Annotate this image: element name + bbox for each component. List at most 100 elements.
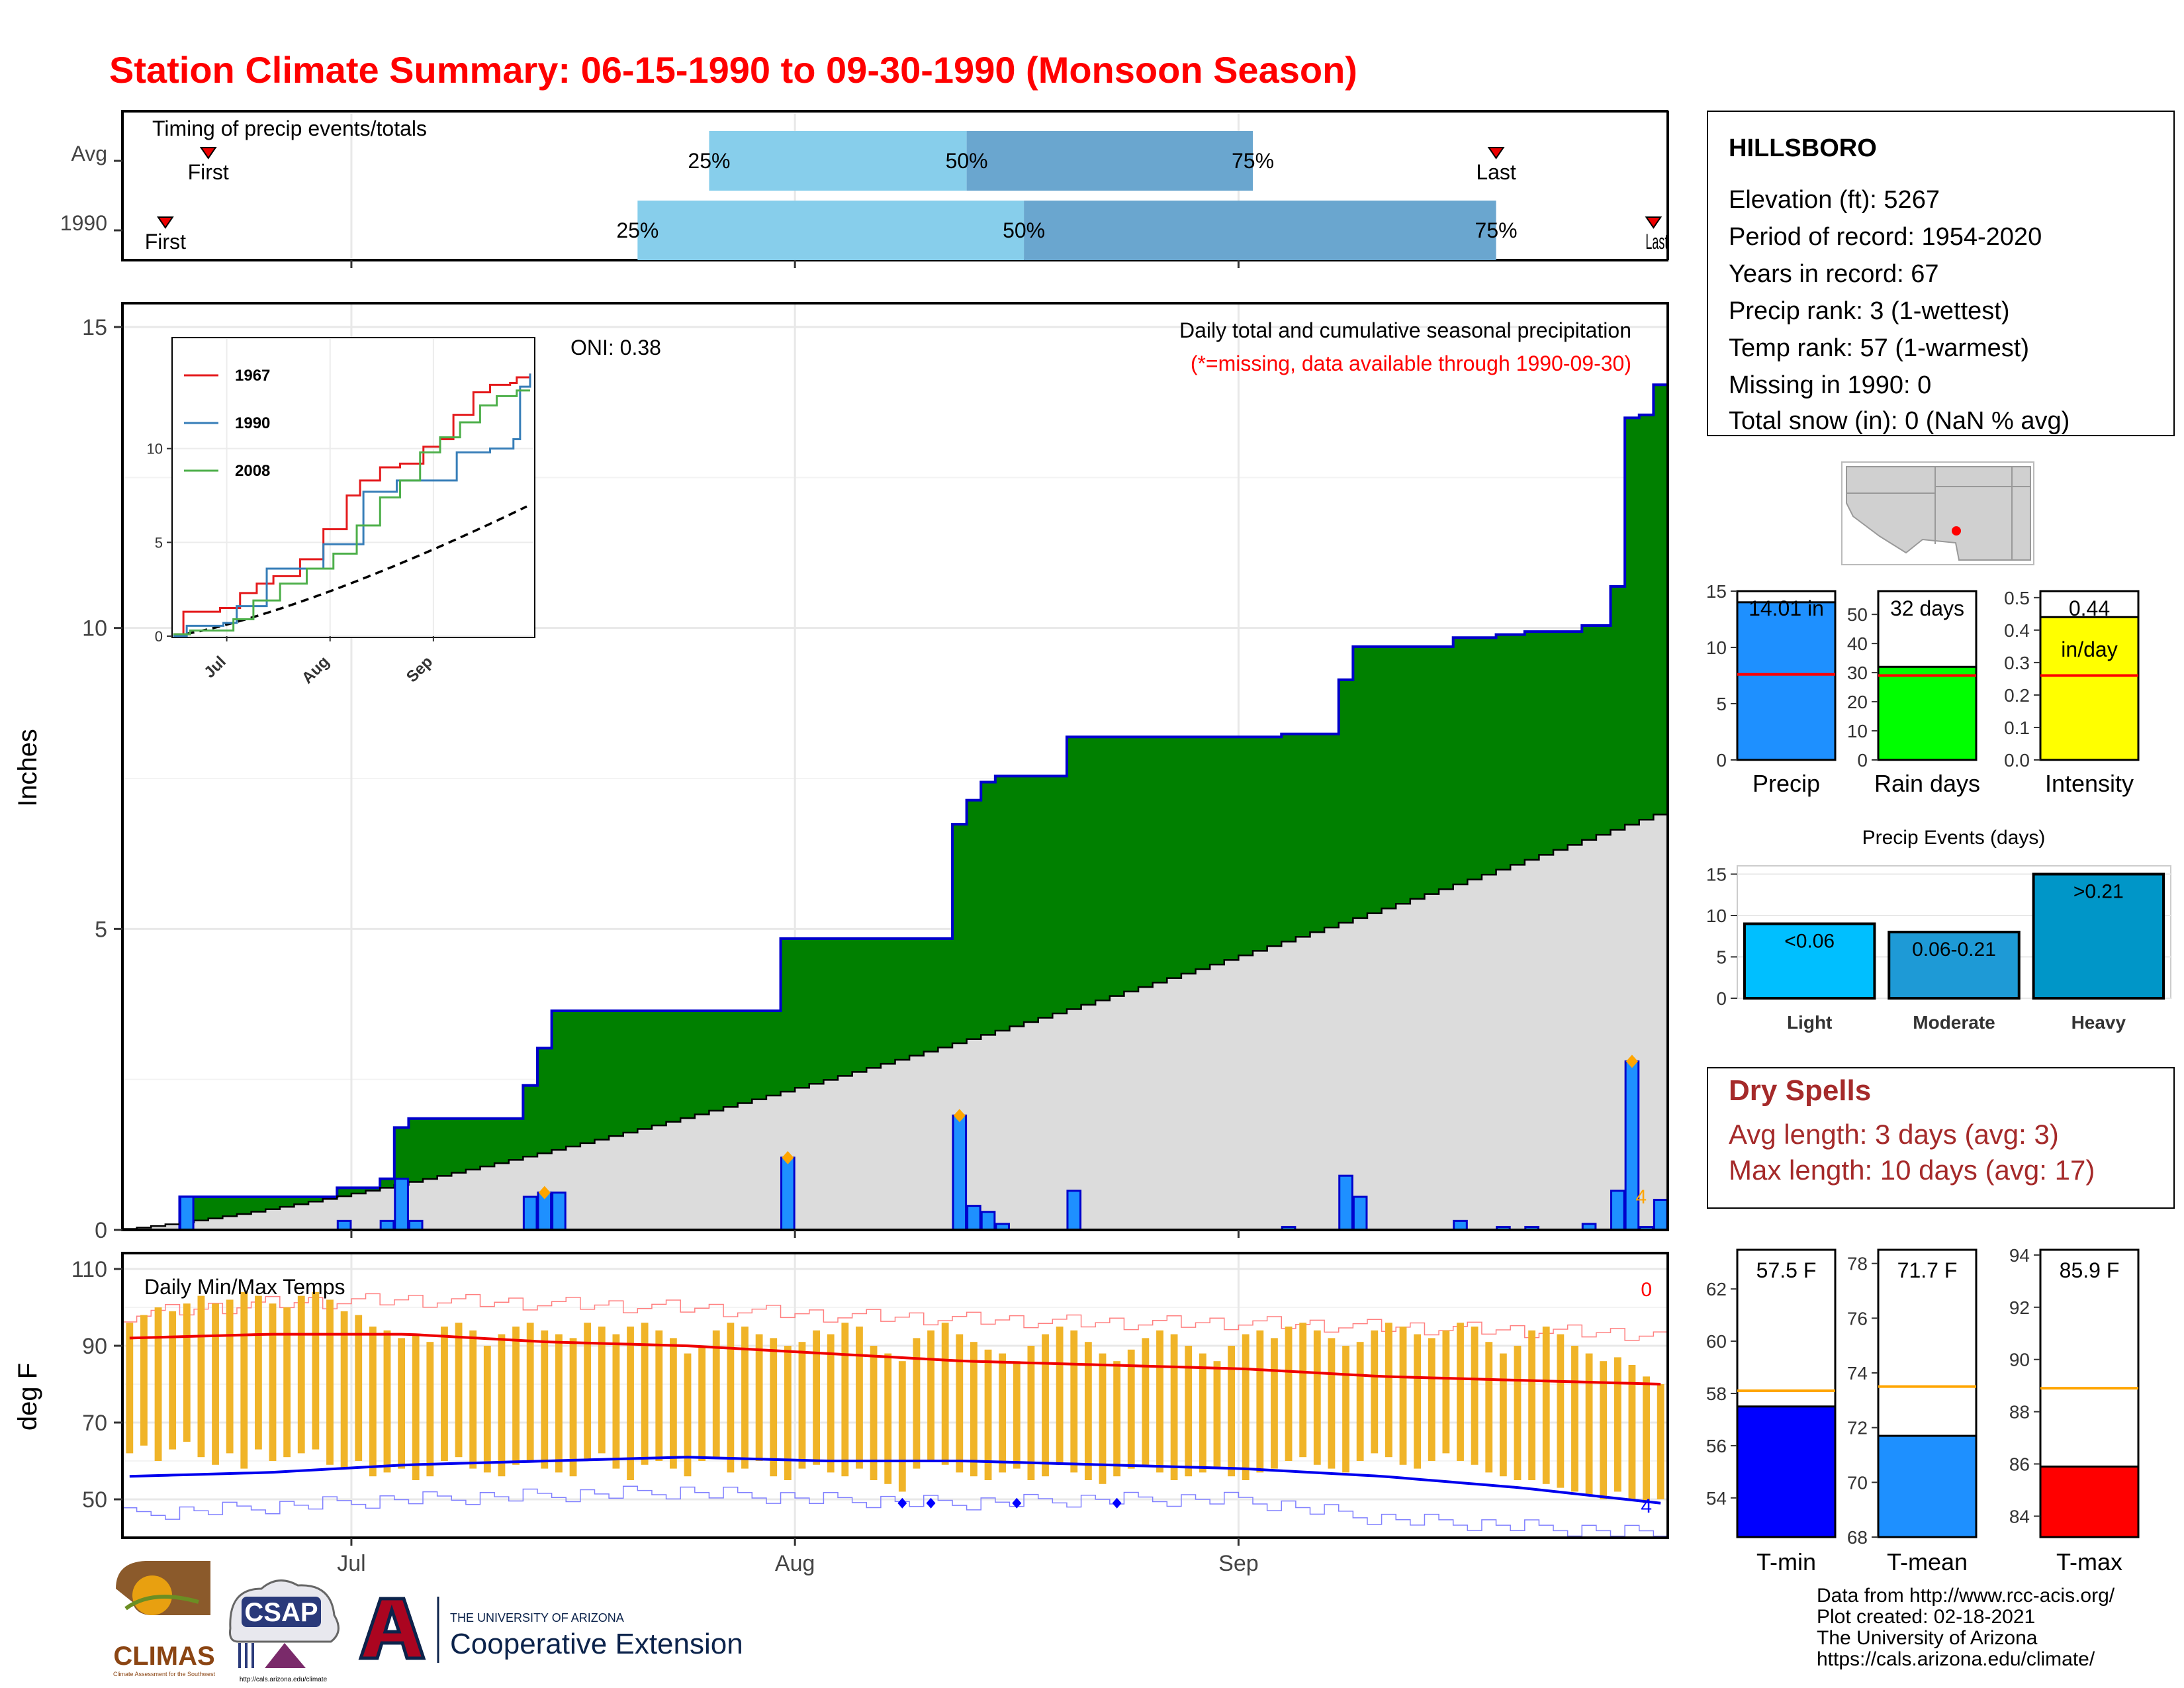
timing-bar-25-50 — [709, 131, 967, 191]
csap-logo: CSAP http://cals.arizona.edu/climate — [229, 1579, 340, 1683]
daily-temp-range-bar — [1084, 1342, 1092, 1480]
daily-temp-range-bar — [512, 1327, 520, 1465]
record-low-marker-icon — [897, 1497, 907, 1509]
temp-panel-background — [122, 1253, 1668, 1538]
info-line: Temp rank: 57 (1-warmest) — [1729, 334, 2029, 362]
summary-bar-t-min: 54 56 58 60 62 57.5 F T-min — [1706, 1248, 1837, 1575]
daily-temp-range-bar — [898, 1361, 906, 1492]
ua-a-logo-icon — [358, 1597, 426, 1660]
summary-bar-ytick-label: 70 — [1847, 1472, 1868, 1493]
daily-temp-range-bar — [1557, 1334, 1565, 1488]
daily-temp-range-bar — [684, 1353, 692, 1477]
daily-temp-range-bar — [1199, 1353, 1206, 1473]
daily-temp-range-bar — [612, 1334, 620, 1469]
daily-temp-range-bar — [1371, 1330, 1379, 1454]
inset-ytick-label: 0 — [155, 628, 163, 645]
daily-temp-range-bar — [1271, 1338, 1278, 1469]
summary-bar-ytick-label: 0.0 — [2004, 750, 2030, 771]
events-category-label: Heavy — [2071, 1012, 2126, 1033]
daily-temp-range-bar — [1027, 1346, 1035, 1480]
daily-temp-range-bar — [798, 1342, 806, 1469]
daily-temp-range-bar — [1042, 1334, 1049, 1477]
footer-credits: Data from http://www.rcc-acis.org/ Plot … — [1817, 1585, 2115, 1670]
daily-temp-range-bar — [1628, 1365, 1636, 1499]
daily-temp-range-bar — [1657, 1384, 1664, 1499]
daily-precip-bar — [1653, 1199, 1668, 1231]
daily-temp-range-bar — [970, 1342, 978, 1477]
daily-precip-bar — [179, 1196, 195, 1231]
events-bar-moderate — [1888, 931, 2021, 1000]
summary-bar-ytick-label: 54 — [1706, 1488, 1727, 1509]
daily-temp-range-bar — [1013, 1361, 1021, 1469]
daily-temp-range-bar — [1571, 1346, 1578, 1492]
timing-pct-label: 50% — [1003, 218, 1045, 242]
daily-temp-range-bar — [1542, 1327, 1550, 1484]
daily-temp-range-bar — [483, 1346, 491, 1473]
info-line: Precip rank: 3 (1-wettest) — [1729, 297, 2009, 325]
temp-summary-bars: 54 56 58 60 62 57.5 F T-min 68 70 72 74 76 78 71.7 F T… — [1706, 1245, 2140, 1575]
dry-spells-avg: Avg length: 3 days (avg: 3) — [1729, 1119, 2059, 1150]
daily-precip-bar — [551, 1192, 567, 1231]
average-min-temp-line — [129, 1456, 1661, 1505]
station-info-box: HILLSBORO Elevation (ft): 5267 Period of… — [1707, 111, 2175, 436]
daily-temp-range-bar — [283, 1307, 291, 1458]
summary-bar-ytick-label: 15 — [1706, 581, 1727, 602]
ua-name-big: Cooperative Extension — [450, 1628, 743, 1660]
ua-name-small: THE UNIVERSITY OF ARIZONA — [450, 1611, 624, 1624]
record-min-temp-line — [122, 1485, 1668, 1537]
events-chart: Precip Events (days) 0 5 10 15 <0.06 Light 0.0… — [1706, 827, 2171, 1033]
dry-spells-max: Max length: 10 days (avg: 17) — [1729, 1154, 2095, 1186]
oni-label: ONI: 0.38 — [570, 336, 661, 359]
inset-series-line-1990 — [173, 373, 531, 637]
summary-bar-value — [2039, 1465, 2140, 1538]
daily-temp-range-bar — [841, 1323, 849, 1477]
climas-logo-wave-icon — [124, 1595, 199, 1611]
daily-precip-bar — [980, 1211, 996, 1231]
summary-bar-ytick-label: 50 — [1847, 604, 1868, 625]
daily-temp-range-bar — [584, 1323, 592, 1461]
daily-precip-bar — [394, 1178, 409, 1231]
csap-logo-text: CSAP — [244, 1598, 318, 1627]
summary-bar-ytick-label: 0 — [1716, 750, 1727, 771]
footer-line: Plot created: 02-18-2021 — [1817, 1606, 2035, 1628]
daily-temp-range-bar — [1228, 1346, 1235, 1477]
summary-bar-ytick-label: 0 — [1857, 750, 1868, 771]
daily-temp-range-bar — [1499, 1353, 1507, 1477]
dry-spells-title: Dry Spells — [1729, 1074, 1871, 1107]
summary-bar-ytick-label: 88 — [2009, 1402, 2030, 1423]
summary-bar-name: Rain days — [1874, 770, 1980, 797]
summary-bar-t-mean: 68 70 72 74 76 78 71.7 F T-mean — [1847, 1248, 1978, 1575]
timing-row-label-year: 1990 — [60, 211, 107, 235]
daily-temp-range-bar — [212, 1303, 219, 1465]
daily-temp-range-bar — [426, 1342, 434, 1477]
summary-bar-t-max: 84 86 88 90 92 94 85.9 F T-max — [2009, 1245, 2140, 1575]
climas-logo: CLIMAS Climate Assessment for the Southw… — [113, 1561, 216, 1677]
daily-temp-range-bar — [441, 1327, 448, 1461]
daily-temp-range-bar — [154, 1307, 162, 1461]
precip-ylabel: Inches — [13, 729, 42, 807]
daily-temp-range-bar — [312, 1291, 320, 1450]
last-event-marker-icon — [1487, 147, 1505, 160]
daily-temp-range-bar — [1242, 1334, 1250, 1480]
daily-temp-range-bar — [555, 1334, 563, 1473]
daily-temp-range-bar — [498, 1334, 506, 1477]
summary-bars: 0 5 10 15 14.01 in Precip 0 10 20 30 40 50 32 days Ra… — [1706, 581, 2140, 797]
station-cumulative-precip-line — [122, 383, 1668, 1231]
daily-temp-range-bar — [541, 1330, 549, 1469]
summary-bar-ytick-label: 92 — [2009, 1297, 2030, 1318]
daily-temp-range-bar — [1056, 1327, 1064, 1465]
daily-temp-range-bar — [755, 1334, 763, 1461]
daily-temp-range-bar — [1514, 1346, 1522, 1480]
ua-logo: THE UNIVERSITY OF ARIZONA Cooperative Ex… — [358, 1597, 743, 1663]
events-ytick-label: 0 — [1716, 988, 1727, 1009]
footer-line: https://cals.arizona.edu/climate/ — [1817, 1648, 2095, 1670]
timing-panel-label: Timing of precip events/totals — [152, 117, 427, 140]
month-axis-label: Aug — [775, 1551, 815, 1576]
daily-temp-range-bar — [398, 1338, 406, 1469]
events-bar-label: >0.21 — [2073, 881, 2124, 903]
events-bar-label: 0.06-0.21 — [1912, 939, 1996, 961]
daily-precip-bar — [522, 1196, 538, 1231]
inset-legend-label: 1967 — [235, 367, 270, 385]
